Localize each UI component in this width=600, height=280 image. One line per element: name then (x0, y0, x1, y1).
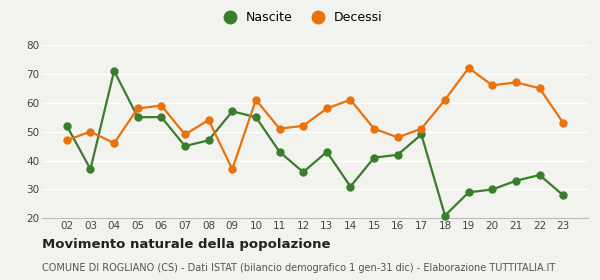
Text: COMUNE DI ROGLIANO (CS) - Dati ISTAT (bilancio demografico 1 gen-31 dic) - Elabo: COMUNE DI ROGLIANO (CS) - Dati ISTAT (bi… (42, 263, 555, 273)
Legend: Nascite, Decessi: Nascite, Decessi (212, 6, 388, 29)
Text: Movimento naturale della popolazione: Movimento naturale della popolazione (42, 238, 331, 251)
